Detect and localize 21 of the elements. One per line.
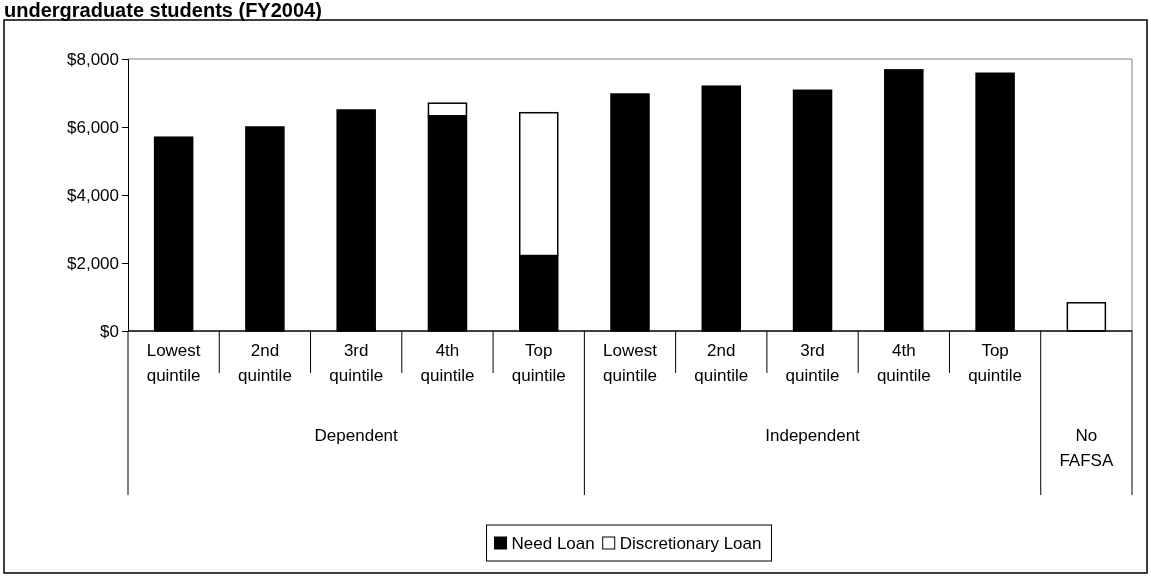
x-tick-label: 3rd quintile xyxy=(329,341,384,385)
legend-label: Discretionary Loan xyxy=(619,534,762,553)
y-tick-label: $0 xyxy=(100,321,119,341)
x-tick-label: 2nd quintile xyxy=(694,341,749,385)
chart-title: undergraduate students (FY2004) xyxy=(4,0,322,21)
x-tick-label: Top quintile xyxy=(968,341,1023,385)
text: Independent xyxy=(765,426,861,445)
y-tick-label: $2,000 xyxy=(67,253,119,273)
x-tick-label: 4th quintile xyxy=(420,341,475,385)
x-tick-label: Lowest quintile xyxy=(146,341,201,385)
text: Dependent xyxy=(314,426,399,445)
text: No FAFSA xyxy=(1059,426,1114,470)
legend-label: Need Loan xyxy=(511,534,595,553)
y-tick-label: $6,000 xyxy=(67,117,119,137)
x-tick-label: Top quintile xyxy=(511,341,566,385)
x-tick-label: 3rd quintile xyxy=(785,341,840,385)
x-tick-label: Lowest quintile xyxy=(603,341,658,385)
y-tick-label: $8,000 xyxy=(67,49,119,69)
y-tick-label: $4,000 xyxy=(67,185,119,205)
x-tick-label: 4th quintile xyxy=(876,341,931,385)
x-tick-label: 2nd quintile xyxy=(237,341,292,385)
